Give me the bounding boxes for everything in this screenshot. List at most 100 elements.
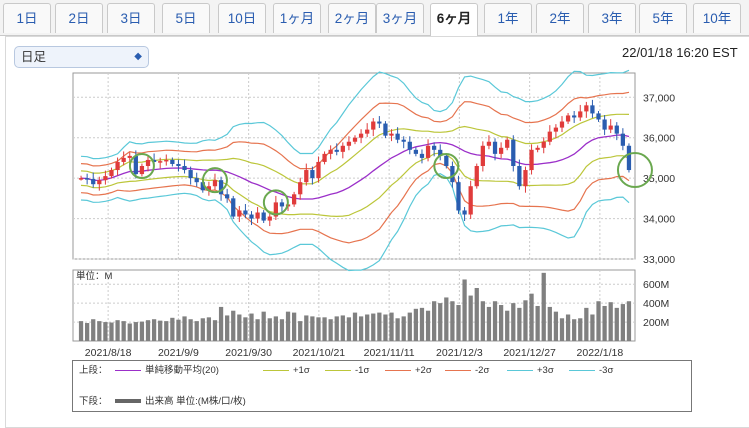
candle-body	[541, 141, 546, 148]
volume-bar	[91, 319, 96, 341]
candle-period-select[interactable]: 日足 ◆	[14, 46, 149, 68]
price-plot-frame	[72, 72, 636, 260]
chevron-updown-icon: ◆	[134, 51, 142, 62]
legend-upper-label: 上段：	[79, 365, 108, 376]
tab-5[interactable]: 10日	[218, 3, 266, 33]
tab-13[interactable]: 5年	[639, 3, 687, 33]
candle-body	[279, 202, 285, 207]
candle-body	[383, 123, 388, 136]
candle-body	[358, 133, 364, 138]
legend-swatch	[507, 369, 533, 371]
volume-bar	[158, 320, 163, 341]
candle-body	[584, 105, 589, 112]
tab-3[interactable]: 3日	[107, 3, 155, 33]
tab-2[interactable]: 2日	[55, 3, 103, 33]
highlight-circle	[262, 189, 289, 216]
candle-body	[109, 170, 114, 177]
tab-10[interactable]: 1年	[484, 3, 532, 33]
tab-14[interactable]: 10年	[693, 3, 741, 33]
x-tick-label: 2021/11/11	[364, 347, 415, 359]
period-tab-bar: 1日 2日 3日 5日 10日 1ヶ月 2ヶ月 3ヶ月 6ヶ月 1年 2年 3年 5年 10年	[0, 0, 749, 36]
volume-bar	[170, 317, 175, 341]
candle-body	[596, 113, 601, 120]
candle-body	[267, 216, 272, 221]
chart-legend: 上段： 単純移動平均(20) +1σ -1σ +2σ -2σ +3σ -3σ 下段： 出来高…	[72, 360, 692, 412]
tab-11[interactable]: 2年	[536, 3, 584, 33]
legend-item: -2σ	[445, 364, 489, 378]
candle-body	[419, 153, 425, 158]
last-updated-time: 22/01/18 16:20 EST	[622, 45, 738, 60]
legend-item-label: -1σ	[355, 365, 370, 376]
candle-body	[559, 121, 565, 128]
candle-body	[206, 186, 212, 191]
volume-bar	[218, 306, 224, 341]
volume-bar	[553, 311, 559, 341]
x-tick-label: 2021/12/27	[503, 347, 556, 359]
legend-swatch	[263, 369, 289, 371]
legend-item-label: -3σ	[599, 365, 614, 376]
volume-bar	[200, 318, 205, 341]
legend-item-label: 単純移動平均(20)	[145, 365, 219, 376]
volume-bar	[188, 319, 193, 341]
volume-bar	[541, 272, 546, 341]
volume-bar	[456, 305, 461, 341]
x-tick-label: 2021/10/21	[293, 347, 346, 359]
tab-7[interactable]: 2ヶ月	[328, 3, 376, 33]
volume-bar	[176, 319, 181, 341]
candle-body	[127, 155, 132, 158]
volume-bar	[517, 307, 522, 341]
candle-body	[450, 166, 455, 183]
candle-body	[371, 121, 376, 130]
candle-body	[231, 198, 236, 217]
volume-swatch	[115, 399, 141, 404]
volume-bar	[626, 301, 632, 341]
tab-9[interactable]: 6ヶ月	[430, 3, 478, 36]
volume-bar	[182, 316, 187, 341]
candle-body	[133, 155, 138, 175]
volume-bar	[492, 301, 498, 341]
legend-lower-label: 下段：	[79, 396, 108, 407]
volume-bar	[407, 312, 412, 341]
x-tick-label: 2021/8/18	[85, 347, 132, 359]
band-plus3	[80, 69, 630, 160]
legend-item: +2σ	[385, 364, 432, 378]
legend-swatch	[115, 369, 141, 371]
price-tick-label: 36,000	[643, 133, 675, 145]
tab-6[interactable]: 1ヶ月	[273, 3, 321, 33]
volume-bar	[584, 307, 589, 341]
tab-12[interactable]: 3年	[588, 3, 636, 33]
band-minus3	[80, 173, 630, 272]
volume-bar	[498, 305, 504, 341]
band-minus1	[80, 152, 630, 218]
volume-bar	[413, 308, 419, 341]
candle-body	[316, 161, 321, 179]
candle-body	[444, 155, 449, 166]
x-tick-label: 2021/9/9	[158, 347, 199, 359]
volume-bar	[480, 301, 485, 341]
tab-4[interactable]: 5日	[162, 3, 210, 33]
x-tick-label: 2022/1/18	[577, 347, 624, 359]
candle-body	[237, 210, 242, 217]
candle-body	[249, 214, 254, 219]
candle-body	[505, 139, 510, 148]
candle-body	[425, 145, 431, 158]
candle-body	[572, 115, 577, 118]
volume-bar	[328, 319, 333, 341]
candle-body	[511, 139, 516, 166]
volume-bar	[340, 315, 345, 341]
candle-body	[170, 159, 175, 164]
tab-1[interactable]: 1日	[3, 3, 51, 33]
candle-body	[188, 170, 193, 179]
candle-body	[389, 133, 394, 136]
volume-bar	[505, 310, 510, 341]
volume-bar	[547, 306, 552, 341]
highlight-circle	[128, 153, 155, 179]
volume-bar	[231, 310, 236, 341]
candle-body	[176, 163, 181, 166]
candle-body	[620, 133, 625, 146]
tab-8[interactable]: 3ヶ月	[376, 3, 424, 33]
candle-body	[535, 147, 540, 150]
volume-bar	[358, 316, 364, 341]
volume-bar	[97, 321, 102, 341]
candle-body	[121, 157, 126, 162]
